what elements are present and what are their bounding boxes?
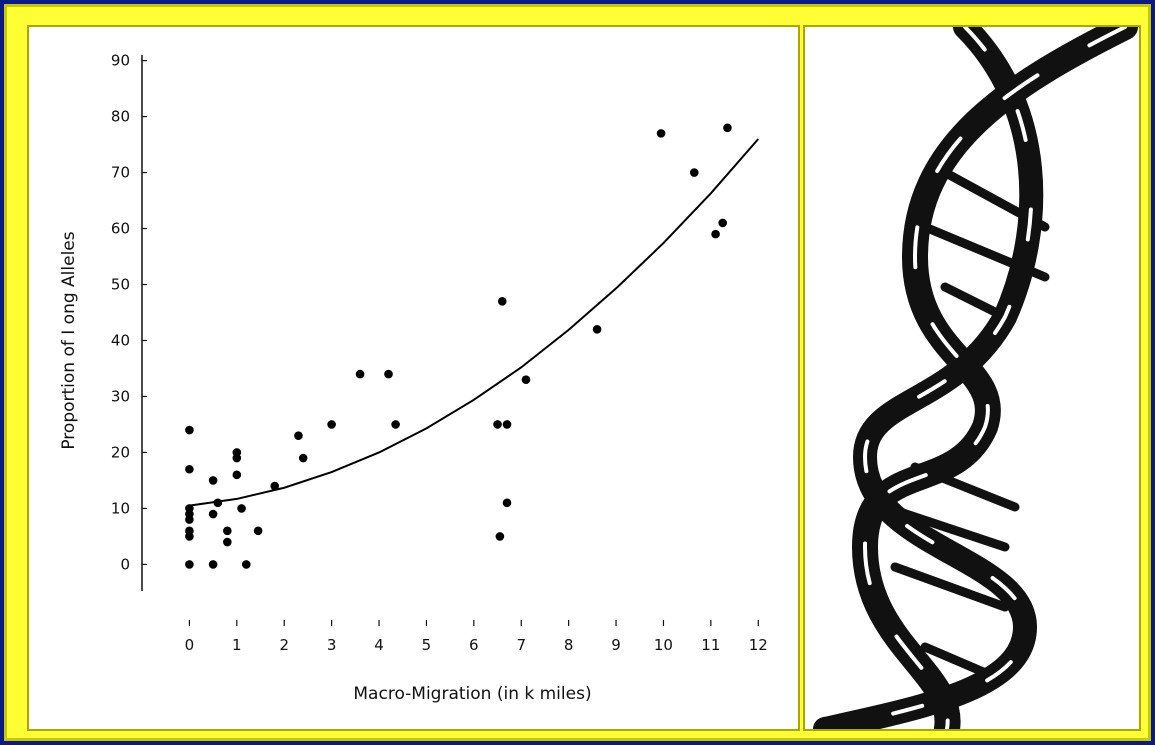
data-point [521, 375, 531, 384]
dna-panel [803, 25, 1141, 731]
x-tick-label: 12 [749, 636, 768, 654]
y-tick-label: 60 [111, 220, 130, 238]
data-point [270, 481, 280, 491]
data-point [237, 504, 246, 513]
x-tick-label: 2 [279, 636, 289, 654]
data-point [208, 509, 218, 519]
data-point [298, 453, 308, 463]
x-tick-label: 4 [374, 636, 384, 654]
data-point [711, 229, 720, 239]
data-point [592, 325, 602, 334]
data-point [185, 464, 194, 474]
frame: 0 10 20 30 40 50 60 70 80 90 0 1 2 3 4 5 6 7 8 9 10 11 12 Macro… [4, 4, 1151, 741]
y-tick-label: 30 [111, 387, 130, 405]
chart-panel: 0 10 20 30 40 50 60 70 80 90 0 1 2 3 4 5 6 7 8 9 10 11 12 Macro… [27, 25, 800, 731]
fit-curve [189, 138, 760, 507]
y-axis-label: Proportion of I ong Alleles [59, 231, 79, 449]
x-tick-label: 5 [422, 636, 432, 654]
y-tick-label: 50 [111, 276, 130, 294]
data-point [208, 476, 218, 485]
x-tick-label: 11 [701, 636, 720, 654]
y-tick-label: 0 [120, 555, 130, 573]
data-point [718, 218, 728, 228]
data-point [355, 369, 365, 379]
y-tick-label: 40 [111, 332, 130, 350]
x-axis-label: Macro-Migration (in k miles) [353, 684, 591, 704]
x-tick-label: 8 [564, 636, 574, 654]
data-point [253, 526, 263, 536]
data-point [689, 168, 699, 177]
y-tick-label: 90 [111, 52, 130, 70]
x-tick-label: 9 [611, 636, 621, 654]
data-point [232, 453, 242, 463]
data-point [493, 420, 502, 429]
x-tick-label: 3 [327, 636, 337, 654]
y-tick-label: 70 [111, 164, 130, 182]
x-tick-label: 10 [654, 636, 673, 654]
data-point [223, 526, 232, 536]
data-point [185, 425, 194, 435]
data-point [723, 123, 732, 133]
x-tick-label: 1 [232, 636, 242, 654]
data-point [294, 431, 303, 440]
x-tick-label: 6 [469, 636, 479, 654]
data-point [327, 420, 336, 429]
y-tick-label: 10 [111, 499, 130, 517]
data-point [502, 498, 512, 508]
data-point [391, 420, 400, 429]
data-point [232, 470, 242, 480]
data-point [497, 297, 507, 306]
data-point [185, 532, 194, 541]
y-tick-label: 80 [111, 108, 130, 126]
x-tick-label: 7 [516, 636, 526, 654]
x-tick-label: 0 [185, 636, 195, 654]
y-tick-label: 20 [111, 443, 130, 461]
data-point [495, 532, 505, 541]
data-point [384, 369, 393, 379]
data-point [223, 537, 232, 547]
data-point [185, 560, 194, 569]
data-point [208, 560, 218, 569]
dna-image [813, 27, 1138, 729]
data-point [656, 129, 666, 138]
data-point [241, 560, 251, 569]
data-point [185, 515, 194, 524]
data-point [502, 420, 512, 429]
